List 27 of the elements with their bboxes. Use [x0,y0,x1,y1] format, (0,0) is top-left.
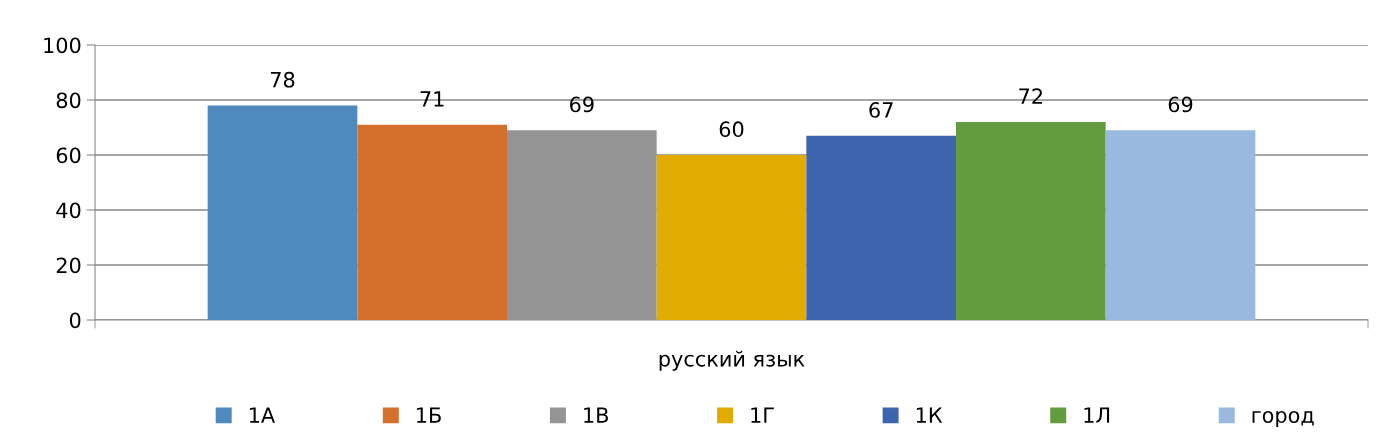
data-label: 78 [270,71,295,88]
legend-label: 1Г [751,407,774,423]
data-label: 60 [719,121,744,138]
legend-label: 1В [584,407,608,423]
y-tick-label: 0 [69,312,81,329]
y-tick-label: 60 [56,147,81,164]
y-tick-label: 20 [56,257,81,274]
legend-label: 1К [916,407,943,423]
legend-label: город [1252,411,1314,428]
bar [956,122,1106,320]
data-label: 69 [570,96,594,113]
y-tick-label: 100 [44,37,81,54]
data-label: 69 [1168,96,1193,113]
data-label: 71 [420,91,444,107]
bar [656,155,807,320]
data-label: 67 [869,102,893,118]
bar [806,135,956,320]
data-label: 72 [1019,88,1043,104]
x-tick-label: русский язык [659,350,805,371]
legend-label: 1А [249,407,276,423]
legend-label: 1Б [417,407,441,423]
legend-label: 1Л [1084,407,1110,423]
y-tick-label: 80 [56,92,81,109]
bar [1105,130,1256,320]
bar [357,124,507,320]
y-tick-label: 40 [56,202,81,219]
bar [207,105,358,320]
